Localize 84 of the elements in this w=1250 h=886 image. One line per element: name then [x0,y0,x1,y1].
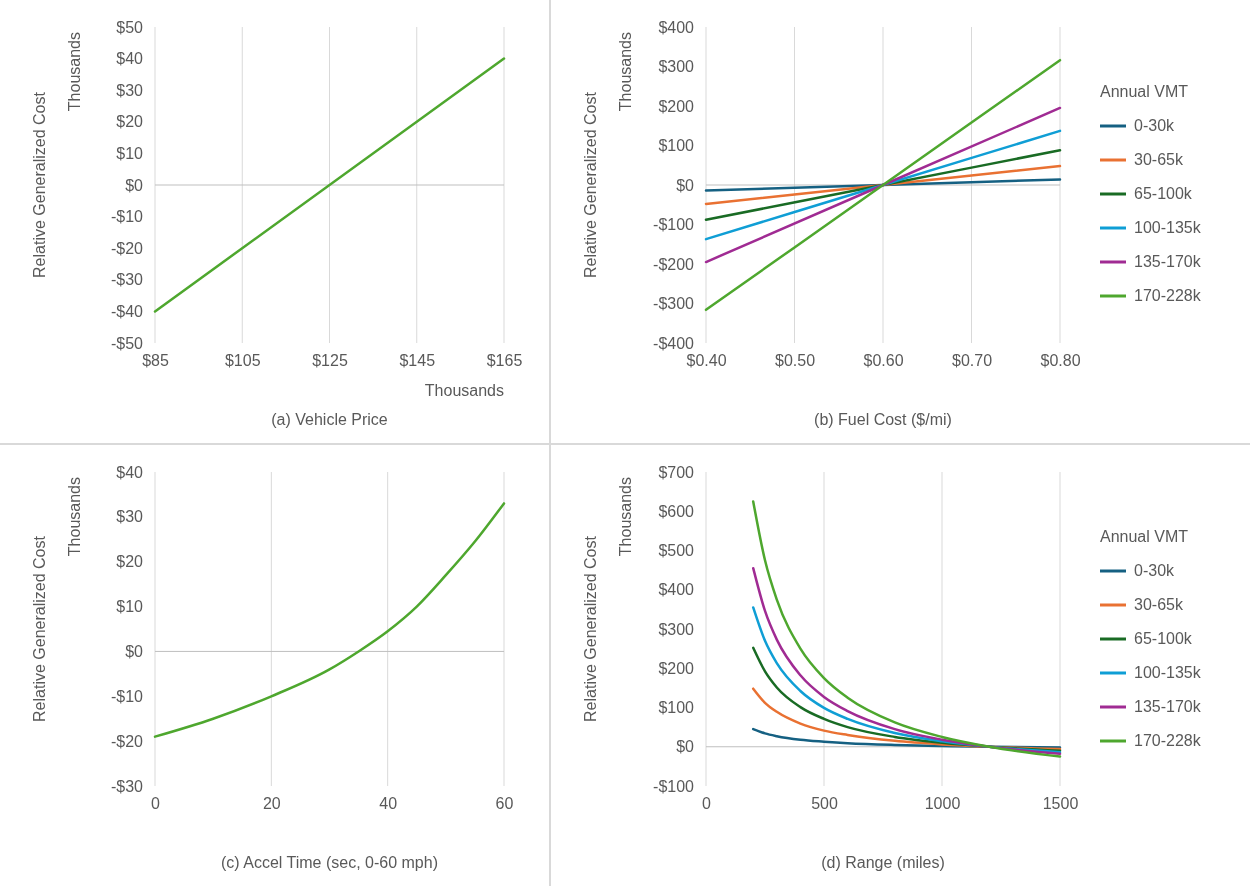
y-tick-label: $30 [116,81,144,99]
y-tick-label: $0 [125,643,144,661]
x-tick-label: $0.40 [686,352,727,370]
y-tick-label: $500 [658,542,695,560]
y-axis-title: Relative Generalized Cost [31,535,48,722]
y-tick-label: $300 [658,620,695,638]
x-tick-label: $85 [142,352,169,370]
y-tick-label: $300 [658,58,695,76]
legend-label: 135-170k [1134,698,1202,715]
x-tick-label: 500 [811,795,838,813]
line-series [751,500,1062,758]
y-tick-label: -$20 [110,732,144,750]
x-tick-label: 1500 [1042,795,1079,813]
y-tick-label: $700 [658,463,695,481]
x-axis-title: (b) Fuel Cost ($/mi) [814,411,952,428]
legend-label: 0-30k [1134,562,1176,579]
y-tick-label: $0 [676,738,695,756]
y-tick-label: -$100 [653,777,695,795]
y-tick-label: $10 [116,598,144,616]
y-tick-label: $20 [116,553,144,571]
y-tick-label: $100 [658,137,695,155]
x-tick-label: 0 [151,795,161,813]
x-tick-label: 1000 [924,795,961,813]
legend-label: 170-228k [1134,732,1202,749]
y-tick-label: -$40 [110,303,144,321]
y-tick-label: $0 [676,176,695,194]
line-series [153,502,506,738]
y-tick-label: -$100 [653,216,695,234]
x-tick-label: 40 [379,795,398,813]
text: Thousands [424,382,504,399]
y-tick-label: $40 [116,50,144,68]
x-tick-label: $0.60 [863,352,904,370]
text: Thousands [66,477,83,557]
x-tick-label: 20 [262,795,281,813]
y-tick-label: $40 [116,463,144,481]
y-tick-label: $30 [116,508,144,526]
x-axis-title: (c) Accel Time (sec, 0-60 mph) [221,854,438,871]
y-tick-label: -$30 [110,777,144,795]
x-tick-label: $0.80 [1040,352,1081,370]
x-tick-label: $145 [399,352,436,370]
legend-title: Annual VMT [1100,83,1189,100]
legend-label: 100-135k [1134,219,1202,236]
x-tick-label: $0.50 [774,352,816,370]
legend-title: Annual VMT [1100,528,1189,545]
legend-label: 135-170k [1134,253,1202,270]
y-tick-label: -$50 [110,334,144,352]
y-tick-label: $600 [658,502,695,520]
text: Thousands [66,32,83,112]
y-tick-label: $200 [658,97,695,115]
legend-label: 65-100k [1134,630,1193,647]
y-tick-label: $400 [658,581,695,599]
y-tick-label: -$30 [110,271,144,289]
x-axis-title: (d) Range (miles) [821,854,945,871]
x-tick-label: $165 [486,352,523,370]
y-tick-label: -$10 [110,687,144,705]
y-tick-label: $200 [658,659,695,677]
y-axis-title: Relative Generalized Cost [31,91,48,278]
x-axis-title: (a) Vehicle Price [271,411,388,428]
y-tick-label: -$10 [110,208,144,226]
y-tick-label: -$200 [653,255,695,273]
y-tick-label: $0 [125,176,144,194]
legend-label: 0-30k [1134,117,1176,134]
y-tick-label: $10 [116,145,144,163]
y-tick-label: -$400 [653,334,695,352]
y-axis-title: Relative Generalized Cost [582,91,599,278]
x-tick-label: 60 [495,795,514,813]
y-tick-label: $100 [658,699,695,717]
y-tick-label: $50 [116,18,144,36]
legend-label: 100-135k [1134,664,1202,681]
x-tick-label: $105 [224,352,261,370]
y-axis-title: Relative Generalized Cost [582,535,599,722]
legend-label: 65-100k [1134,185,1193,202]
y-tick-label: -$300 [653,295,695,313]
legend-label: 170-228k [1134,287,1202,304]
legend-label: 30-65k [1134,151,1184,168]
x-tick-label: 0 [702,795,712,813]
text: Thousands [617,32,634,112]
y-tick-label: $400 [658,18,695,36]
y-tick-label: $20 [116,113,144,131]
x-tick-label: $125 [312,352,348,370]
text: Thousands [617,477,634,557]
legend-label: 30-65k [1134,596,1184,613]
y-tick-label: -$20 [110,239,144,257]
x-tick-label: $0.70 [951,352,993,370]
